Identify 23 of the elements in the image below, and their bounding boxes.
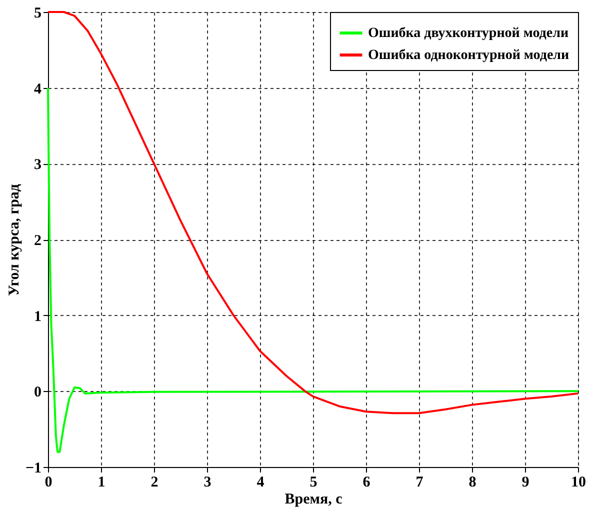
x-axis-title: Время, с	[284, 492, 343, 508]
legend-label: Ошибка двухконтурной модели	[368, 26, 569, 41]
y-tick-label: 1	[34, 308, 42, 325]
legend-label: Ошибка одноконтурной модели	[368, 48, 570, 63]
y-tick-label: 0	[34, 384, 42, 401]
y-tick-label: 2	[34, 233, 42, 249]
x-tick-label: 3	[204, 474, 212, 490]
y-tick-label: 5	[34, 6, 42, 22]
x-tick-label: 5	[310, 474, 318, 490]
x-tick-label: 1	[98, 474, 106, 490]
line-series	[47, 86, 579, 453]
y-tick-label: −1	[25, 460, 42, 476]
y-tick-label: 3	[34, 157, 42, 174]
x-tick-label: 10	[571, 474, 586, 490]
x-tick-label: 9	[522, 474, 530, 490]
x-tick-label: 0	[44, 474, 52, 490]
y-axis-title: Угол курса, град	[6, 184, 22, 296]
x-tick-label: 8	[468, 474, 476, 490]
x-tick-label: 2	[150, 474, 158, 490]
y-tick-label: 4	[34, 81, 42, 98]
x-tick-label: 4	[256, 474, 265, 490]
x-tick-label: 7	[416, 474, 424, 490]
x-tick-label: 6	[362, 474, 371, 490]
